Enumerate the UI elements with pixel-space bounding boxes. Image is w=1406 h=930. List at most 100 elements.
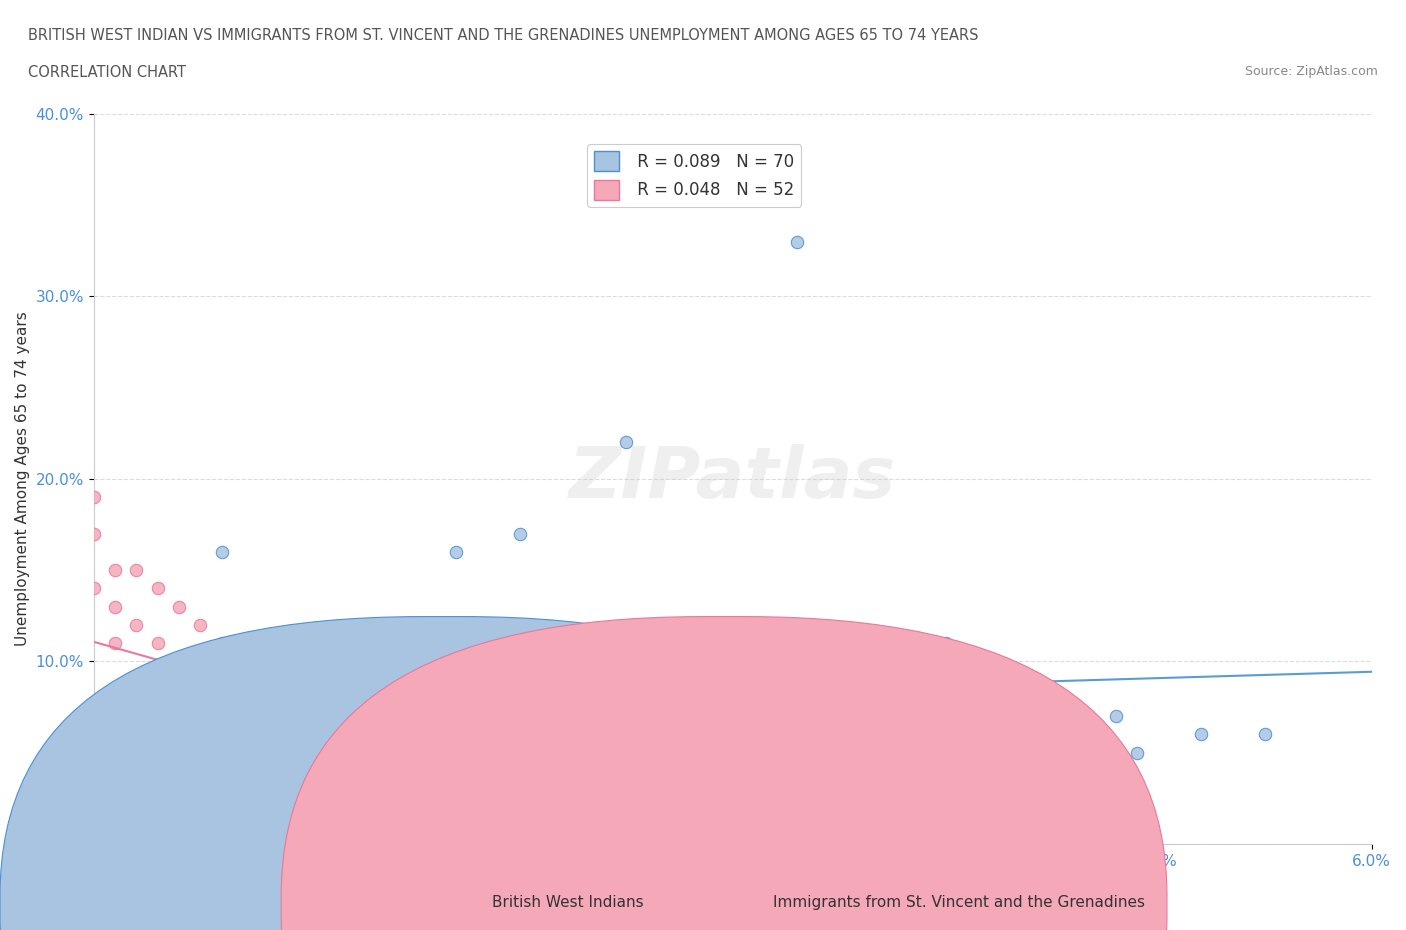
Point (211, 690, 233, 705)
Point (316, 727, 339, 742)
Point (530, 709, 553, 724)
Point (125, 672, 148, 687)
Point (721, 745, 744, 760)
Point (232, 727, 254, 742)
Point (125, 709, 148, 724)
Point (614, 435, 637, 450)
Legend:  R = 0.089   N = 70,  R = 0.048   N = 52: R = 0.089 N = 70, R = 0.048 N = 52 (588, 144, 801, 206)
Point (188, 727, 211, 742)
Point (211, 709, 233, 724)
Point (83, 526, 105, 541)
Text: ZIPatlas: ZIPatlas (569, 445, 897, 513)
Point (125, 727, 148, 742)
Point (1105, 709, 1128, 724)
Point (167, 727, 190, 742)
Text: British West Indians: British West Indians (492, 895, 644, 910)
Point (274, 727, 297, 742)
Point (637, 800, 659, 815)
Point (530, 781, 553, 796)
Point (593, 781, 616, 796)
Text: BRITISH WEST INDIAN VS IMMIGRANTS FROM ST. VINCENT AND THE GRENADINES UNEMPLOYME: BRITISH WEST INDIAN VS IMMIGRANTS FROM S… (28, 28, 979, 43)
Point (188, 709, 211, 724)
Point (509, 526, 531, 541)
Point (977, 690, 1000, 705)
Text: CORRELATION CHART: CORRELATION CHART (28, 65, 186, 80)
Point (444, 544, 467, 559)
Point (295, 709, 318, 724)
Point (402, 754, 425, 769)
Point (104, 563, 127, 578)
Point (146, 745, 169, 760)
Point (125, 745, 148, 760)
Y-axis label: Unemployment Among Ages 65 to 74 years: Unemployment Among Ages 65 to 74 years (15, 312, 30, 646)
Point (188, 618, 211, 632)
Point (423, 745, 446, 760)
Point (509, 781, 531, 796)
Point (1040, 709, 1063, 724)
Point (998, 709, 1021, 724)
Point (274, 690, 297, 705)
Point (295, 709, 318, 724)
Point (935, 635, 957, 650)
Point (167, 745, 190, 760)
Point (614, 781, 637, 796)
Point (360, 672, 382, 687)
Point (274, 690, 297, 705)
Point (83, 745, 105, 760)
Point (146, 690, 169, 705)
Point (381, 672, 404, 687)
Point (486, 764, 509, 778)
Point (232, 690, 254, 705)
Point (1189, 727, 1212, 742)
Point (188, 745, 211, 760)
Point (912, 709, 935, 724)
Point (891, 709, 914, 724)
Point (786, 234, 808, 249)
Point (167, 654, 190, 669)
Point (679, 781, 702, 796)
Point (763, 709, 786, 724)
Point (188, 727, 211, 742)
Point (146, 690, 169, 705)
Point (104, 599, 127, 614)
Text: Source: ZipAtlas.com: Source: ZipAtlas.com (1244, 65, 1378, 78)
Point (125, 618, 148, 632)
Point (125, 690, 148, 705)
Point (551, 800, 574, 815)
Point (360, 736, 382, 751)
Point (572, 800, 595, 815)
Point (104, 709, 127, 724)
Point (1254, 727, 1277, 742)
Point (486, 690, 509, 705)
Point (637, 690, 659, 705)
Point (104, 690, 127, 705)
Point (167, 672, 190, 687)
Point (232, 654, 254, 669)
Point (679, 709, 702, 724)
Point (146, 635, 169, 650)
Point (295, 745, 318, 760)
Point (742, 764, 765, 778)
Point (211, 727, 233, 742)
Point (465, 709, 488, 724)
Point (721, 709, 744, 724)
Point (253, 727, 276, 742)
Point (316, 718, 339, 733)
Point (211, 635, 233, 650)
Point (402, 690, 425, 705)
Point (232, 745, 254, 760)
Point (1126, 745, 1149, 760)
Point (870, 709, 893, 724)
Point (83, 581, 105, 596)
Point (104, 635, 127, 650)
Point (572, 709, 595, 724)
Point (167, 709, 190, 724)
Point (167, 690, 190, 705)
Point (146, 745, 169, 760)
Point (167, 599, 190, 614)
Point (83, 490, 105, 505)
Point (146, 581, 169, 596)
Point (146, 709, 169, 724)
Point (381, 745, 404, 760)
Point (337, 709, 360, 724)
